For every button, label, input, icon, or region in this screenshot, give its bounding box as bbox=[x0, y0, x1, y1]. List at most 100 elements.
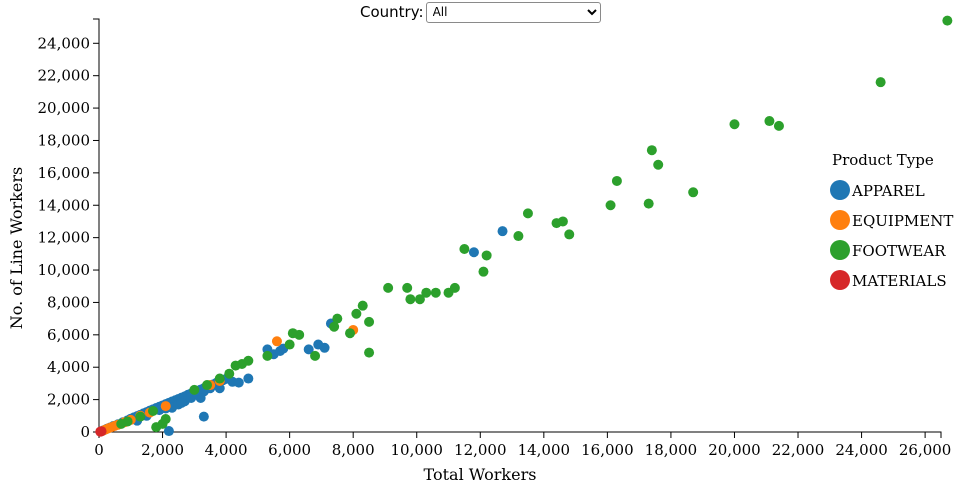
x-tick: 8,000 bbox=[332, 432, 375, 459]
data-point[interactable] bbox=[643, 198, 654, 209]
data-point[interactable] bbox=[202, 380, 213, 391]
data-point[interactable] bbox=[459, 243, 470, 254]
data-point[interactable] bbox=[478, 266, 489, 277]
data-point[interactable] bbox=[522, 208, 533, 219]
data-point[interactable] bbox=[942, 15, 953, 26]
data-point[interactable] bbox=[214, 383, 225, 394]
data-point[interactable] bbox=[195, 392, 206, 403]
y-axis-line bbox=[93, 18, 100, 433]
data-point[interactable] bbox=[414, 294, 425, 305]
legend-label: EQUIPMENT bbox=[852, 212, 953, 230]
data-point[interactable] bbox=[189, 384, 200, 395]
data-point[interactable] bbox=[605, 200, 616, 211]
data-point[interactable] bbox=[243, 373, 254, 384]
data-point[interactable] bbox=[345, 328, 356, 339]
data-point[interactable] bbox=[96, 426, 107, 437]
x-tick-label: 4,000 bbox=[205, 441, 248, 459]
legend-swatch bbox=[830, 210, 850, 230]
data-point[interactable] bbox=[294, 329, 305, 340]
data-point[interactable] bbox=[284, 339, 295, 350]
country-select[interactable]: All bbox=[425, 1, 601, 23]
y-tick-label: 6,000 bbox=[47, 326, 90, 344]
data-point[interactable] bbox=[163, 426, 174, 437]
data-point[interactable] bbox=[224, 368, 235, 379]
y-tick: 10,000 bbox=[38, 261, 99, 279]
data-point[interactable] bbox=[198, 411, 209, 422]
x-tick-label: 20,000 bbox=[708, 441, 761, 459]
y-tick-label: 8,000 bbox=[47, 293, 90, 311]
data-point[interactable] bbox=[214, 373, 225, 384]
data-point[interactable] bbox=[646, 145, 657, 156]
data-point[interactable] bbox=[243, 355, 254, 366]
legend-swatch bbox=[830, 240, 850, 260]
data-point[interactable] bbox=[122, 416, 133, 427]
x-tick: 14,000 bbox=[518, 432, 571, 459]
data-point[interactable] bbox=[364, 347, 375, 358]
x-tick-label: 18,000 bbox=[645, 441, 698, 459]
x-axis: 0 2,000 4,000 6,000 8,000 10,000 12,000 14,000 1… bbox=[94, 431, 951, 459]
data-point[interactable] bbox=[611, 175, 622, 186]
data-point[interactable] bbox=[262, 350, 273, 361]
data-point[interactable] bbox=[160, 414, 171, 425]
data-point[interactable] bbox=[332, 313, 343, 324]
data-point[interactable] bbox=[351, 308, 362, 319]
y-tick-label: 22,000 bbox=[38, 67, 91, 85]
data-point[interactable] bbox=[564, 229, 575, 240]
data-point[interactable] bbox=[148, 405, 159, 416]
legend-item-apparel: APPAREL bbox=[830, 180, 925, 200]
legend: Product Type APPAREL EQUIPMENT FOOTWEAR MAT… bbox=[830, 151, 953, 290]
legend-label: MATERIALS bbox=[852, 272, 947, 290]
data-point[interactable] bbox=[497, 226, 508, 237]
x-tick: 10,000 bbox=[390, 432, 443, 459]
data-point[interactable] bbox=[303, 344, 314, 355]
data-point[interactable] bbox=[310, 350, 321, 361]
y-tick: 16,000 bbox=[38, 164, 99, 182]
legend-label: APPAREL bbox=[851, 182, 925, 200]
x-tick: 12,000 bbox=[454, 432, 507, 459]
data-point[interactable] bbox=[557, 216, 568, 227]
data-point[interactable] bbox=[271, 336, 282, 347]
data-point[interactable] bbox=[135, 411, 146, 422]
y-tick-label: 20,000 bbox=[38, 99, 91, 117]
data-point[interactable] bbox=[481, 250, 492, 261]
x-tick: 16,000 bbox=[581, 432, 634, 459]
data-point[interactable] bbox=[402, 282, 413, 293]
x-tick-label: 14,000 bbox=[518, 441, 571, 459]
y-tick-label: 0 bbox=[80, 423, 90, 441]
x-tick-label: 0 bbox=[94, 441, 104, 459]
data-point[interactable] bbox=[405, 294, 416, 305]
data-point[interactable] bbox=[688, 187, 699, 198]
data-point[interactable] bbox=[449, 282, 460, 293]
data-point[interactable] bbox=[329, 321, 340, 332]
data-point[interactable] bbox=[773, 120, 784, 131]
y-tick: 24,000 bbox=[38, 34, 99, 52]
data-point[interactable] bbox=[421, 287, 432, 298]
x-tick: 4,000 bbox=[205, 432, 248, 459]
legend-item-equipment: EQUIPMENT bbox=[830, 210, 953, 230]
legend-swatch bbox=[830, 180, 850, 200]
data-point[interactable] bbox=[764, 116, 775, 127]
data-point[interactable] bbox=[233, 377, 244, 388]
data-point[interactable] bbox=[357, 300, 368, 311]
data-point[interactable] bbox=[729, 119, 740, 130]
y-tick: 18,000 bbox=[38, 131, 99, 149]
x-tick-label: 22,000 bbox=[772, 441, 825, 459]
x-tick: 20,000 bbox=[708, 432, 761, 459]
data-point[interactable] bbox=[513, 231, 524, 242]
data-point[interactable] bbox=[653, 159, 664, 170]
data-point[interactable] bbox=[468, 247, 479, 258]
data-point[interactable] bbox=[319, 342, 330, 353]
data-point[interactable] bbox=[160, 401, 171, 412]
y-tick-label: 14,000 bbox=[38, 196, 91, 214]
y-tick: 22,000 bbox=[38, 67, 99, 85]
data-point[interactable] bbox=[176, 397, 187, 408]
x-tick-label: 8,000 bbox=[332, 441, 375, 459]
data-point[interactable] bbox=[364, 316, 375, 327]
y-tick: 2,000 bbox=[47, 391, 99, 409]
y-tick: 4,000 bbox=[47, 358, 99, 376]
data-point[interactable] bbox=[430, 287, 441, 298]
data-point[interactable] bbox=[875, 77, 886, 88]
y-tick: 6,000 bbox=[47, 326, 99, 344]
y-tick-label: 18,000 bbox=[38, 131, 91, 149]
data-point[interactable] bbox=[383, 282, 394, 293]
